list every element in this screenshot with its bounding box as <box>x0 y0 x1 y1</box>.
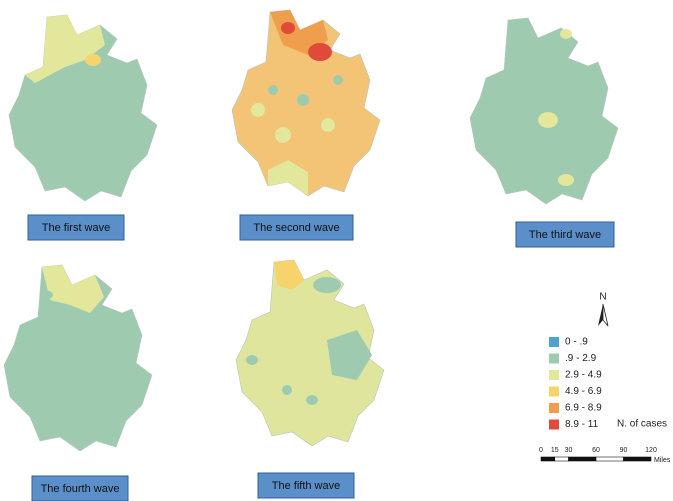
legend-label: 8.9 - 11 <box>565 419 599 430</box>
wave-label: The third wave <box>529 229 601 241</box>
legend-swatch <box>549 403 559 413</box>
dynamic: The first wave The second wave The third w… <box>27 214 671 501</box>
scale-segment <box>623 456 652 462</box>
legend-title: N. of cases <box>617 419 667 430</box>
wave-label-box <box>257 472 355 499</box>
legend-swatch <box>549 386 559 397</box>
wave-label: The first wave <box>42 222 110 234</box>
legend-label: 4.9 - 6.9 <box>565 386 602 397</box>
scale-segment <box>568 456 597 462</box>
scale-tick-label: 15 <box>551 447 559 454</box>
scale-unit: Miles <box>654 457 671 464</box>
legend-label: 0 - .9 <box>565 337 588 348</box>
legend-swatch <box>549 370 559 380</box>
legend-swatch <box>549 353 559 364</box>
wave-label: The fifth wave <box>272 480 340 492</box>
legend-label: 2.9 - 4.9 <box>565 370 602 381</box>
wave-label-box <box>31 475 129 501</box>
legend-label: 6.9 - 8.9 <box>565 403 602 414</box>
map-fifth-wave <box>235 259 385 447</box>
scale-segment <box>554 456 569 462</box>
map-third-wave <box>469 17 619 205</box>
scale-tick-label: 120 <box>645 447 657 454</box>
map-first-wave <box>8 14 158 202</box>
legend-swatch <box>549 337 559 347</box>
wave-label-box <box>239 214 354 241</box>
scale-segment <box>595 456 624 462</box>
scale-tick-label: 30 <box>565 447 573 454</box>
north-label: N <box>599 292 606 303</box>
north-arrow: N <box>598 292 609 327</box>
scale-segment <box>540 456 556 462</box>
wave-label-box <box>515 221 615 248</box>
scale-tick-label: 0 <box>539 447 543 454</box>
scale-tick-label: 60 <box>592 447 600 454</box>
wave-label: The fourth wave <box>41 483 120 495</box>
wave-label-box <box>27 214 125 241</box>
legend-swatch <box>549 419 559 430</box>
legend-label: .9 - 2.9 <box>565 353 597 364</box>
scale-tick-label: 90 <box>620 447 628 454</box>
map-fourth-wave <box>3 264 153 452</box>
wave-label: The second wave <box>253 222 339 234</box>
map-second-wave <box>231 9 381 197</box>
